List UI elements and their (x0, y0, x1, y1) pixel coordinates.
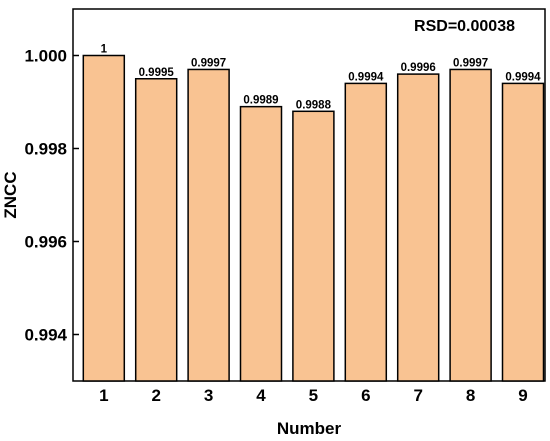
bar-value-label: 0.9995 (139, 67, 175, 79)
x-tick-label: 6 (361, 386, 370, 405)
y-tick-label: 0.998 (24, 140, 67, 159)
x-tick-label: 8 (466, 386, 475, 405)
y-tick-label: 0.994 (24, 326, 67, 345)
bar-value-label: 0.9994 (505, 71, 541, 83)
bar (82, 54, 126, 382)
bar (396, 73, 440, 382)
y-axis-title: ZNCC (1, 171, 20, 218)
x-tick-label: 2 (151, 386, 160, 405)
bar (501, 82, 545, 382)
y-axis: 0.994 0.996 0.998 1.000 (24, 47, 79, 345)
x-tick-label: 4 (256, 386, 266, 405)
bar-value-label: 1 (101, 44, 108, 56)
rsd-annotation: RSD=0.00038 (414, 18, 515, 35)
bar-value-label: 0.9997 (453, 57, 488, 69)
x-axis-title: Number (277, 419, 342, 438)
bar (134, 78, 178, 382)
y-tick-label: 0.996 (24, 233, 67, 252)
bar (292, 110, 335, 382)
bar-value-label: 0.9989 (243, 95, 278, 107)
x-tick-label: 7 (413, 386, 422, 405)
bar-series (82, 54, 545, 382)
x-tick-label: 5 (309, 386, 318, 405)
bar-value-label: 0.9994 (348, 71, 384, 83)
bar (449, 68, 492, 382)
x-tick-label: 1 (99, 386, 108, 405)
bar-value-label: 0.9997 (191, 57, 226, 69)
data-labels: 1 0.9995 0.9997 0.9989 0.9988 0.9994 0.9996 0.9… (101, 44, 542, 112)
bar (239, 105, 283, 382)
x-tick-label: 9 (518, 386, 527, 405)
bar-value-label: 0.9988 (296, 99, 332, 111)
y-tick-label: 1.000 (24, 47, 67, 66)
bar (187, 68, 230, 382)
x-tick-label: 3 (204, 386, 213, 405)
bar-value-label: 0.9996 (401, 62, 436, 74)
bar (344, 82, 388, 382)
